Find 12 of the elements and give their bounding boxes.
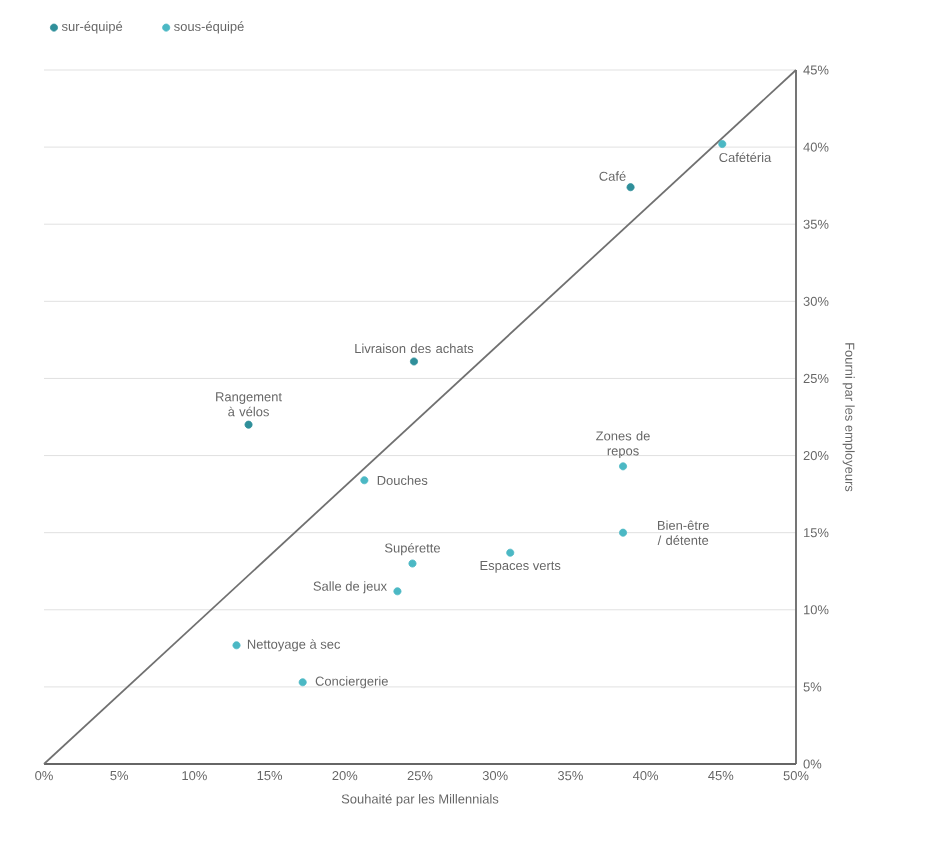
point: [619, 528, 628, 537]
point: [232, 641, 241, 650]
point: [718, 140, 727, 149]
point: [393, 587, 402, 596]
point: [619, 462, 628, 471]
point: [298, 678, 307, 687]
point: [408, 559, 417, 568]
point: [244, 420, 253, 429]
point: [410, 357, 418, 366]
point: [360, 476, 369, 485]
point: [626, 183, 635, 192]
point: [506, 548, 515, 557]
